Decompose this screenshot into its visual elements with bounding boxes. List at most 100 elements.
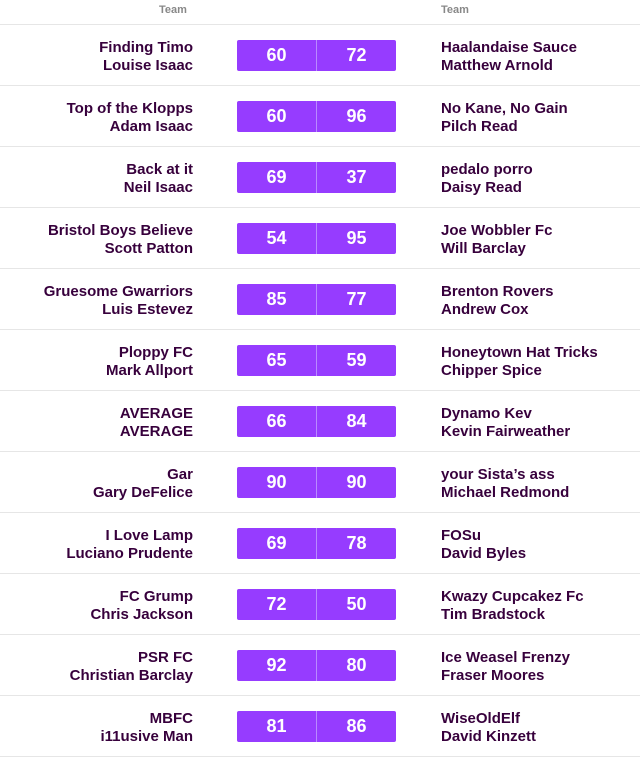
home-score: 66	[237, 406, 317, 437]
home-team-block[interactable]: PSR FC Christian Barclay	[70, 649, 193, 685]
away-score: 78	[346, 533, 367, 553]
away-team-block[interactable]: Kwazy Cupcakez Fc Tim Bradstock	[441, 588, 584, 624]
score-box[interactable]: 65 59	[237, 345, 396, 376]
score-box[interactable]: 66 84	[237, 406, 396, 437]
away-team-block[interactable]: FOSu David Byles	[441, 527, 526, 563]
fixture-row[interactable]: Gruesome Gwarriors Luis Estevez 85 77 Br…	[0, 269, 640, 330]
away-score: 50	[346, 594, 367, 614]
home-team-block[interactable]: Top of the Klopps Adam Isaac	[67, 100, 193, 136]
away-manager-name: Michael Redmond	[441, 484, 570, 501]
home-team-block[interactable]: Gar Gary DeFelice	[93, 466, 193, 502]
home-manager-name: Mark Allport	[106, 362, 193, 379]
fixture-row[interactable]: PSR FC Christian Barclay 92 80 Ice Wease…	[0, 635, 640, 696]
home-manager-name: Neil Isaac	[123, 179, 193, 196]
score-box[interactable]: 90 90	[237, 467, 396, 498]
away-team-block[interactable]: No Kane, No Gain Pilch Read	[441, 100, 568, 136]
home-team-block[interactable]: Gruesome Gwarriors Luis Estevez	[44, 283, 193, 319]
fixture-row[interactable]: Finding Timo Louise Isaac 60 72 Haalanda…	[0, 25, 640, 86]
away-team-block[interactable]: Haalandaise Sauce Matthew Arnold	[441, 39, 577, 75]
away-manager-name: Tim Bradstock	[441, 606, 545, 623]
fixture-row[interactable]: Ploppy FC Mark Allport 65 59 Honeytown H…	[0, 330, 640, 391]
home-team-name: Bristol Boys Believe	[47, 222, 193, 239]
home-team-name: I Love Lamp	[105, 527, 193, 544]
home-team-name: PSR FC	[137, 649, 193, 666]
away-score: 37	[346, 167, 367, 187]
fixture-row[interactable]: Top of the Klopps Adam Isaac 60 96 No Ka…	[0, 86, 640, 147]
home-team-name: Top of the Klopps	[66, 100, 193, 117]
home-score: 54	[237, 223, 317, 254]
home-team-block[interactable]: Ploppy FC Mark Allport	[106, 344, 193, 380]
fixture-row[interactable]: FC Grump Chris Jackson 72 50 Kwazy Cupca…	[0, 574, 640, 635]
fixture-row[interactable]: I Love Lamp Luciano Prudente 69 78 FOSu …	[0, 513, 640, 574]
home-team-block[interactable]: MBFC i11usive Man	[100, 710, 193, 746]
away-manager-name: Andrew Cox	[441, 301, 529, 318]
home-manager-name: Chris Jackson	[90, 606, 193, 623]
away-score: 86	[346, 716, 367, 736]
fixtures-header: Team Team	[0, 0, 640, 25]
score-box[interactable]: 60 96	[237, 101, 396, 132]
home-team-block[interactable]: Finding Timo Louise Isaac	[99, 39, 193, 75]
home-team-block[interactable]: Bristol Boys Believe Scott Patton	[48, 222, 193, 258]
fixture-row[interactable]: Gar Gary DeFelice 90 90 your Sista’s ass…	[0, 452, 640, 513]
away-team-block[interactable]: WiseOldElf David Kinzett	[441, 710, 536, 746]
away-manager-name: Pilch Read	[441, 118, 518, 135]
home-score: 85	[237, 284, 317, 315]
home-manager-name: Louise Isaac	[102, 57, 193, 74]
away-manager-name: Kevin Fairweather	[441, 423, 571, 440]
home-team-name: Gruesome Gwarriors	[43, 283, 193, 300]
fixture-row[interactable]: MBFC i11usive Man 81 86 WiseOldElf David…	[0, 696, 640, 757]
away-team-name: WiseOldElf	[441, 710, 521, 727]
away-manager-name: David Byles	[441, 545, 527, 562]
away-team-block[interactable]: pedalo porro Daisy Read	[441, 161, 533, 197]
home-team-name: Ploppy FC	[118, 344, 193, 361]
home-team-block[interactable]: Back at it Neil Isaac	[124, 161, 193, 197]
away-team-name: Honeytown Hat Tricks	[441, 344, 598, 361]
home-team-block[interactable]: I Love Lamp Luciano Prudente	[66, 527, 193, 563]
away-team-name: Dynamo Kev	[441, 405, 532, 422]
away-manager-name: Matthew Arnold	[441, 57, 553, 74]
home-team-name: AVERAGE	[119, 405, 193, 422]
home-manager-name: Luis Estevez	[102, 301, 193, 318]
away-team-block[interactable]: Dynamo Kev Kevin Fairweather	[441, 405, 570, 441]
fixture-row[interactable]: Bristol Boys Believe Scott Patton 54 95 …	[0, 208, 640, 269]
home-score: 72	[237, 589, 317, 620]
home-team-name: FC Grump	[119, 588, 193, 605]
away-team-name: Haalandaise Sauce	[441, 39, 577, 56]
away-score: 80	[346, 655, 367, 675]
away-team-block[interactable]: Brenton Rovers Andrew Cox	[441, 283, 554, 319]
home-manager-name: Christian Barclay	[69, 667, 193, 684]
away-team-column-header: Team	[441, 4, 469, 16]
away-score: 84	[346, 411, 367, 431]
score-box[interactable]: 60 72	[237, 40, 396, 71]
away-team-block[interactable]: your Sista’s ass Michael Redmond	[441, 466, 569, 502]
score-box[interactable]: 81 86	[237, 711, 396, 742]
home-score: 69	[237, 528, 317, 559]
score-box[interactable]: 69 37	[237, 162, 396, 193]
home-team-name: MBFC	[149, 710, 193, 727]
home-team-block[interactable]: AVERAGE AVERAGE	[120, 405, 193, 441]
away-score: 72	[346, 45, 367, 65]
away-team-name: Joe Wobbler Fc	[441, 222, 553, 239]
away-manager-name: David Kinzett	[441, 728, 537, 745]
away-team-block[interactable]: Ice Weasel Frenzy Fraser Moores	[441, 649, 570, 685]
home-team-name: Finding Timo	[99, 39, 193, 56]
fixture-row[interactable]: AVERAGE AVERAGE 66 84 Dynamo Kev Kevin F…	[0, 391, 640, 452]
score-box[interactable]: 72 50	[237, 589, 396, 620]
home-team-block[interactable]: FC Grump Chris Jackson	[90, 588, 193, 624]
home-score: 65	[237, 345, 317, 376]
away-score: 95	[346, 228, 367, 248]
away-team-name: No Kane, No Gain	[441, 100, 568, 117]
away-team-name: FOSu	[441, 527, 481, 544]
home-team-name: Back at it	[126, 161, 193, 178]
away-team-name: Brenton Rovers	[441, 283, 554, 300]
away-manager-name: Daisy Read	[441, 179, 522, 196]
score-box[interactable]: 54 95	[237, 223, 396, 254]
home-score: 92	[237, 650, 317, 681]
score-box[interactable]: 92 80	[237, 650, 396, 681]
away-team-block[interactable]: Joe Wobbler Fc Will Barclay	[441, 222, 552, 258]
home-manager-name: Luciano Prudente	[66, 545, 193, 562]
away-team-block[interactable]: Honeytown Hat Tricks Chipper Spice	[441, 344, 598, 380]
score-box[interactable]: 69 78	[237, 528, 396, 559]
fixture-row[interactable]: Back at it Neil Isaac 69 37 pedalo porro…	[0, 147, 640, 208]
score-box[interactable]: 85 77	[237, 284, 396, 315]
